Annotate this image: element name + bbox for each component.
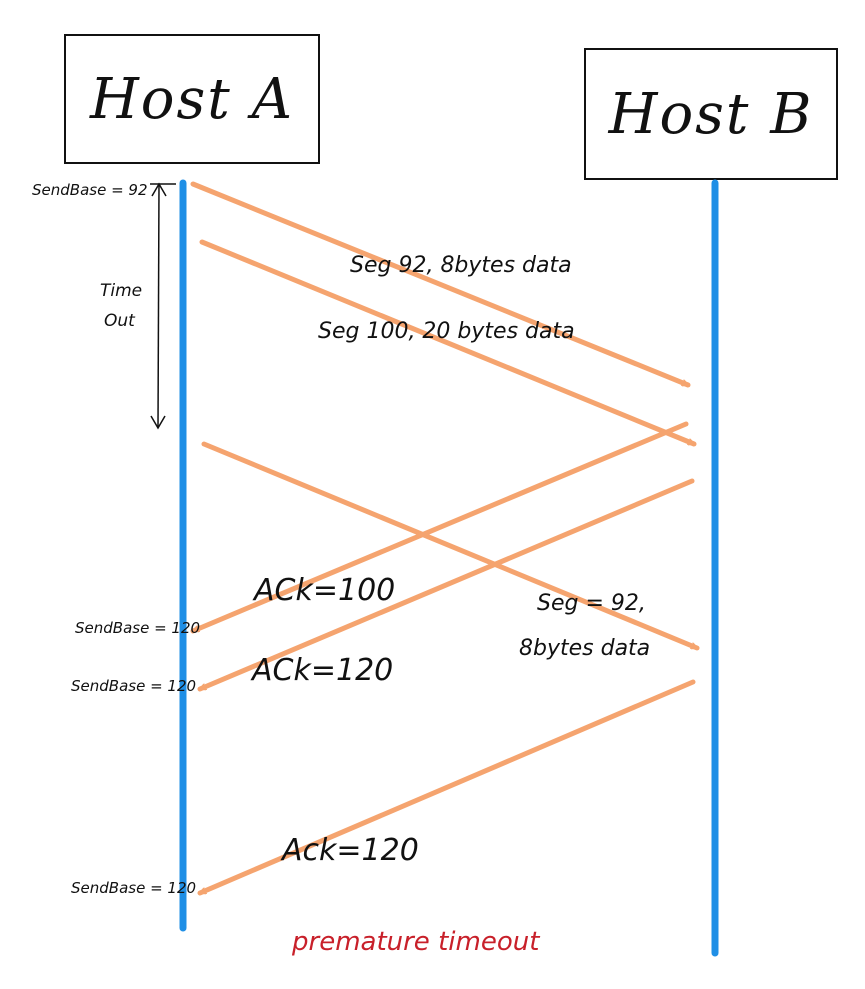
label-seg92-retransmit-line1: Seg = 92, xyxy=(537,591,646,616)
sendbase-after-ack1: SendBase = 120 xyxy=(75,619,200,637)
timeout-bracket xyxy=(150,182,176,430)
label-ack100: ACk=100 xyxy=(252,573,395,608)
arrow-ack100 xyxy=(190,421,689,634)
host-b-box: Host B xyxy=(584,48,838,180)
arrow-ack120-second xyxy=(197,679,696,896)
arrow-ack120-first xyxy=(197,478,695,692)
label-seg92: Seg 92, 8bytes data xyxy=(350,253,572,278)
host-a-box: Host A xyxy=(64,34,320,164)
host-a-label: Host A xyxy=(89,66,295,132)
label-seg92-retransmit-line2: 8bytes data xyxy=(519,636,650,661)
label-ack120-first: ACk=120 xyxy=(250,653,393,688)
host-b-label: Host B xyxy=(608,81,814,147)
sendbase-final: SendBase = 120 xyxy=(71,879,196,897)
arrow-seg92-first xyxy=(190,181,691,388)
label-seg100: Seg 100, 20 bytes data xyxy=(318,319,575,344)
sendbase-after-ack2: SendBase = 120 xyxy=(71,677,196,695)
timeout-label-line1: Time xyxy=(100,281,142,301)
sendbase-initial: SendBase = 92 xyxy=(32,181,148,199)
label-ack120-second: Ack=120 xyxy=(280,833,419,868)
timeout-label-line2: Out xyxy=(104,311,136,331)
caption-premature-timeout: premature timeout xyxy=(291,927,540,957)
arrow-seg92-retransmit xyxy=(201,441,700,651)
arrow-seg100 xyxy=(199,239,697,447)
